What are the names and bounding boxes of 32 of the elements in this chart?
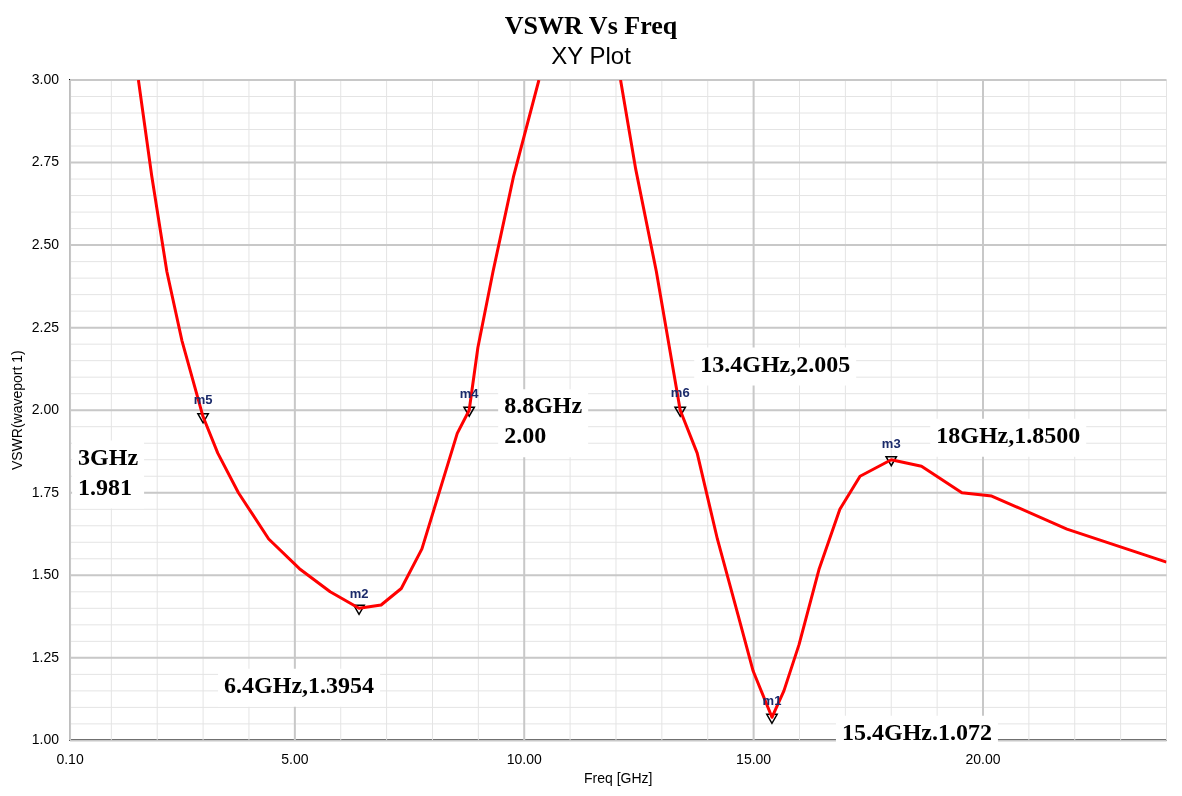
annotation: 6.4GHz,1.3954 [224, 672, 375, 699]
point [463, 406, 476, 417]
annotation: 8.8GHz 2.00 [504, 392, 583, 449]
point [353, 604, 366, 616]
x-tick-label: 0.10 [56, 750, 84, 767]
annotation: 3GHz 1.981 [78, 443, 139, 500]
y-axis-title: VSWR(waveport 1) [9, 350, 26, 471]
y-tick-label: 1.00 [31, 731, 60, 748]
annotation: m2 [349, 585, 369, 601]
annotation: 15.4GHz.1.072 [841, 718, 992, 745]
annotation: m3 [881, 435, 901, 451]
x-tick-label: 20.00 [965, 750, 1001, 767]
y-tick-label: 1.50 [31, 566, 60, 583]
y-tick-label: 1.75 [31, 483, 60, 500]
annotation: 18GHz,1.8500 [936, 421, 1081, 448]
x-tick-label: 15.00 [736, 750, 772, 767]
chart-title: VSWR Vs Freq [504, 11, 678, 41]
x-tick-label: 5.00 [281, 750, 309, 767]
y-tick-label: 2.50 [31, 235, 60, 252]
chart-subtitle: XY Plot [551, 42, 632, 70]
y-tick-label: 2.00 [31, 401, 60, 418]
y-tick-label: 2.25 [31, 318, 60, 335]
point [197, 413, 210, 424]
annotation: 13.4GHz,2.005 [700, 350, 851, 377]
point [766, 713, 778, 725]
x-axis-title: Freq [GHz] [584, 770, 653, 787]
y-tick-label: 3.00 [31, 70, 60, 87]
y-tick-label: 1.25 [31, 648, 60, 665]
point [674, 406, 687, 417]
y-tick-label: 2.75 [31, 153, 60, 170]
x-tick-label: 10.00 [506, 750, 542, 767]
point [885, 455, 898, 467]
